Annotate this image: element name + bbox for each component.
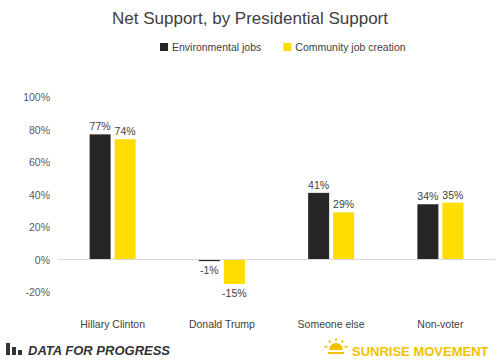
y-tick xyxy=(55,162,58,163)
logo-icon xyxy=(12,347,16,355)
bar xyxy=(333,212,354,259)
y-tick-label: 60% xyxy=(29,156,50,168)
y-tick xyxy=(55,194,58,195)
logo-text: SUNRISE MOVEMENT xyxy=(352,344,489,359)
bar xyxy=(308,193,329,260)
y-tick-label: -20% xyxy=(25,286,50,298)
x-tick-label: Non-voter xyxy=(417,318,464,330)
bar xyxy=(90,134,111,259)
y-tick xyxy=(55,227,58,228)
legend-swatch xyxy=(283,43,291,51)
logo-icon xyxy=(328,352,344,354)
y-tick-label: 80% xyxy=(29,124,50,136)
logo-icon xyxy=(6,343,10,355)
logo-icon xyxy=(325,346,328,348)
logo-icon xyxy=(345,346,348,348)
data-labels: 77% 74% -1%-15% 41% 29% 34% 35% xyxy=(90,120,464,299)
zero-line xyxy=(58,259,495,260)
x-tick-label: Someone else xyxy=(298,318,365,330)
data-label: 74% xyxy=(115,125,136,137)
title: Net Support, by Presidential Support xyxy=(112,9,388,28)
logo-icon xyxy=(335,338,337,341)
data-label: -15% xyxy=(222,287,247,299)
legend-label: Community job creation xyxy=(295,41,405,53)
y-tick xyxy=(55,129,58,130)
y-tick xyxy=(55,259,58,260)
y-tick-label: 20% xyxy=(29,221,50,233)
bar xyxy=(115,139,136,259)
bar xyxy=(417,204,438,259)
y-tick xyxy=(55,97,58,98)
bar xyxy=(224,260,245,284)
data-label: 41% xyxy=(308,179,329,191)
legend: Environmental jobs Community job creation xyxy=(160,41,406,53)
data-label: 34% xyxy=(417,190,438,202)
y-tick-label: 0% xyxy=(35,254,50,266)
y-tick xyxy=(55,292,58,293)
legend-swatch xyxy=(160,43,168,51)
data-label: -1% xyxy=(200,264,219,276)
x-tick-label: Donald Trump xyxy=(189,318,255,330)
x-tick-label: Hillary Clinton xyxy=(80,318,145,330)
legend-label: Environmental jobs xyxy=(172,41,261,53)
y-tick-label: 100% xyxy=(23,91,50,103)
logo-text: DATA FOR PROGRESS xyxy=(28,343,170,358)
data-label: 77% xyxy=(90,120,111,132)
data-label: 29% xyxy=(333,198,354,210)
bar xyxy=(442,203,463,260)
logo-icon xyxy=(341,340,343,342)
data-label: 35% xyxy=(442,189,463,201)
logo-data-for-progress: DATA FOR PROGRESS xyxy=(6,343,170,358)
bars xyxy=(90,134,464,284)
logo-icon xyxy=(18,350,22,355)
y-tick-label: 40% xyxy=(29,189,50,201)
background xyxy=(0,0,500,363)
logo-sunrise: SUNRISE MOVEMENT xyxy=(325,338,489,359)
logo-icon xyxy=(329,343,343,350)
logo-icon xyxy=(329,340,331,342)
chart: Net Support, by Presidential Support Envi… xyxy=(0,0,500,363)
